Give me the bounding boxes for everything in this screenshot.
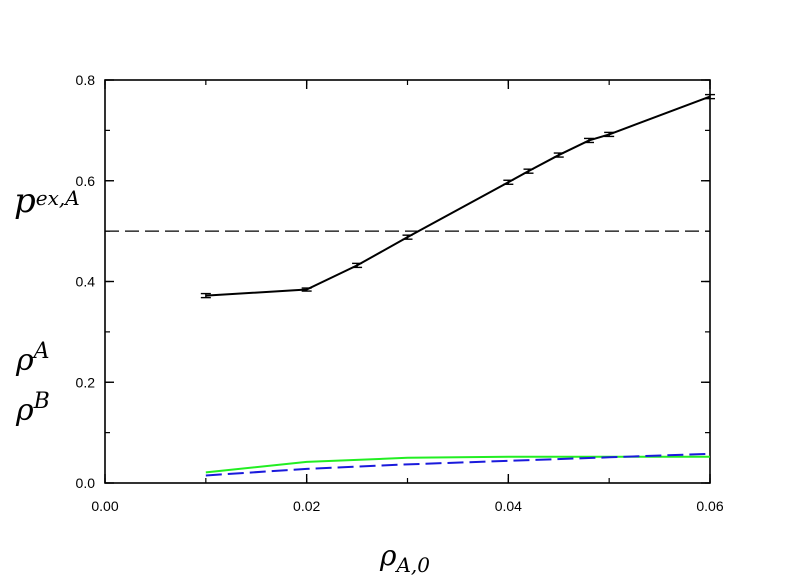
x-tick-label: 0.04 [495,498,522,514]
y-axis-label-bottom-b-subscript: B [33,389,50,414]
y-tick-label: 0.2 [76,374,96,390]
tick-labels: 0.00 0.02 0.04 0.06 0.0 0.2 0.4 0.6 0.8 [76,72,724,514]
y-tick-label: 0.8 [76,72,96,88]
y-axis-label-top: pex,A [14,181,80,221]
x-tick-label: 0.06 [696,498,723,514]
x-axis-label: ρA,0 [379,539,430,577]
minor-ticks [104,79,711,484]
major-ticks [104,79,711,484]
y-axis-label-top-subscript: ex,A [36,186,80,210]
x-axis-label-symbol: ρ [379,539,397,572]
x-axis-label-subscript: A,0 [394,553,430,577]
y-axis-label-bottom-a-subscript: A [32,339,50,364]
y-axis-label-bottom-a-symbol: ρ [15,343,34,378]
error-bar [604,131,615,138]
series-group [200,93,715,477]
y-axis-label-top-symbol: p [14,181,36,221]
error-bar [523,168,534,174]
y-axis-label-bottom-a: ρA [15,339,50,378]
error-bar [200,292,211,299]
y-axis-label-bottom-b: ρB [15,389,50,428]
error-bar [352,262,363,269]
plot-area-frame [104,79,711,484]
y-tick-label: 0.4 [76,274,96,290]
series-line-2 [205,452,711,477]
x-tick-label: 0.00 [91,498,118,514]
error-bar [503,179,514,185]
y-axis-label-bottom-b-symbol: ρ [15,393,34,428]
error-bar [705,93,715,100]
series-line-0 [205,95,711,297]
error-bar [301,287,312,292]
error-bar [584,137,594,144]
x-tick-label: 0.02 [293,498,320,514]
y-tick-label: 0.0 [76,475,96,491]
error-bar [402,234,413,240]
y-tick-label: 0.6 [76,173,96,189]
error-bar [553,152,564,158]
